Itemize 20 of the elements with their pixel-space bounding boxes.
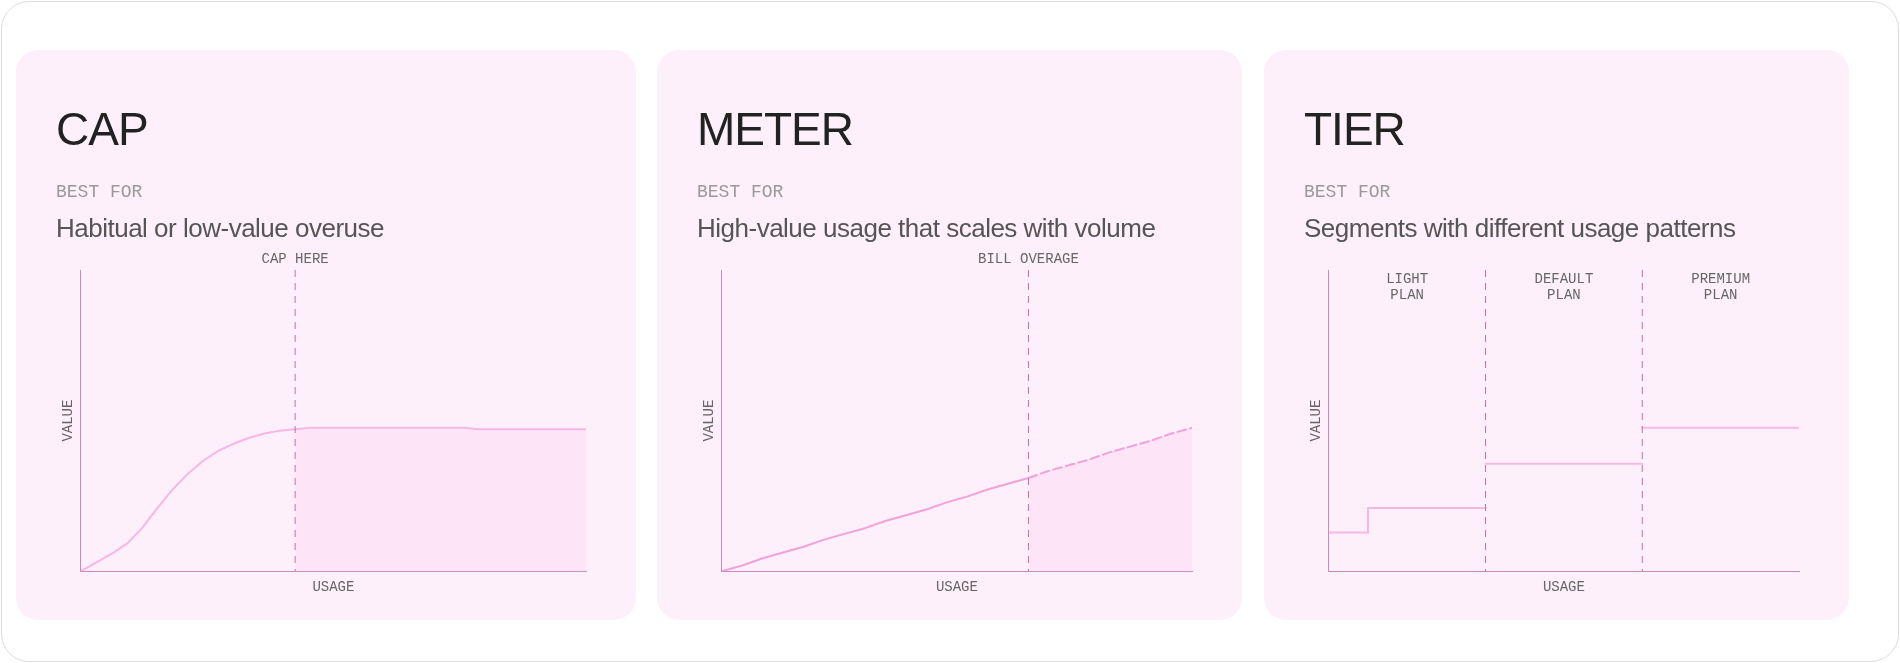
x-axis-title: USAGE <box>935 579 978 596</box>
text: LIGHT PLAN <box>1386 270 1429 303</box>
x-axis-title: USAGE <box>1542 579 1585 596</box>
text: BILL OVERAGE <box>978 250 1079 267</box>
text: DEFAULT PLAN <box>1534 270 1594 303</box>
chart-title: METER <box>697 102 853 156</box>
text: BEST FOR <box>56 182 143 202</box>
chart-subtitle: Habitual or low-value overuse <box>56 213 385 244</box>
y-axis-title: VALUE <box>60 399 77 442</box>
chart-title: CAP <box>56 102 148 156</box>
chart-subtitle: High-value usage that scales with volume <box>697 213 1156 244</box>
x-axis-title: USAGE <box>312 579 355 596</box>
chart-title: TIER <box>1304 102 1405 156</box>
text: BEST FOR <box>697 182 784 202</box>
text: PREMIUM PLAN <box>1691 270 1751 303</box>
y-axis-title: VALUE <box>1308 399 1325 442</box>
text: CAP HERE <box>261 250 329 267</box>
chart-subtitle: Segments with different usage patterns <box>1304 213 1736 244</box>
y-axis-title: VALUE <box>701 399 718 442</box>
text: BEST FOR <box>1304 182 1391 202</box>
